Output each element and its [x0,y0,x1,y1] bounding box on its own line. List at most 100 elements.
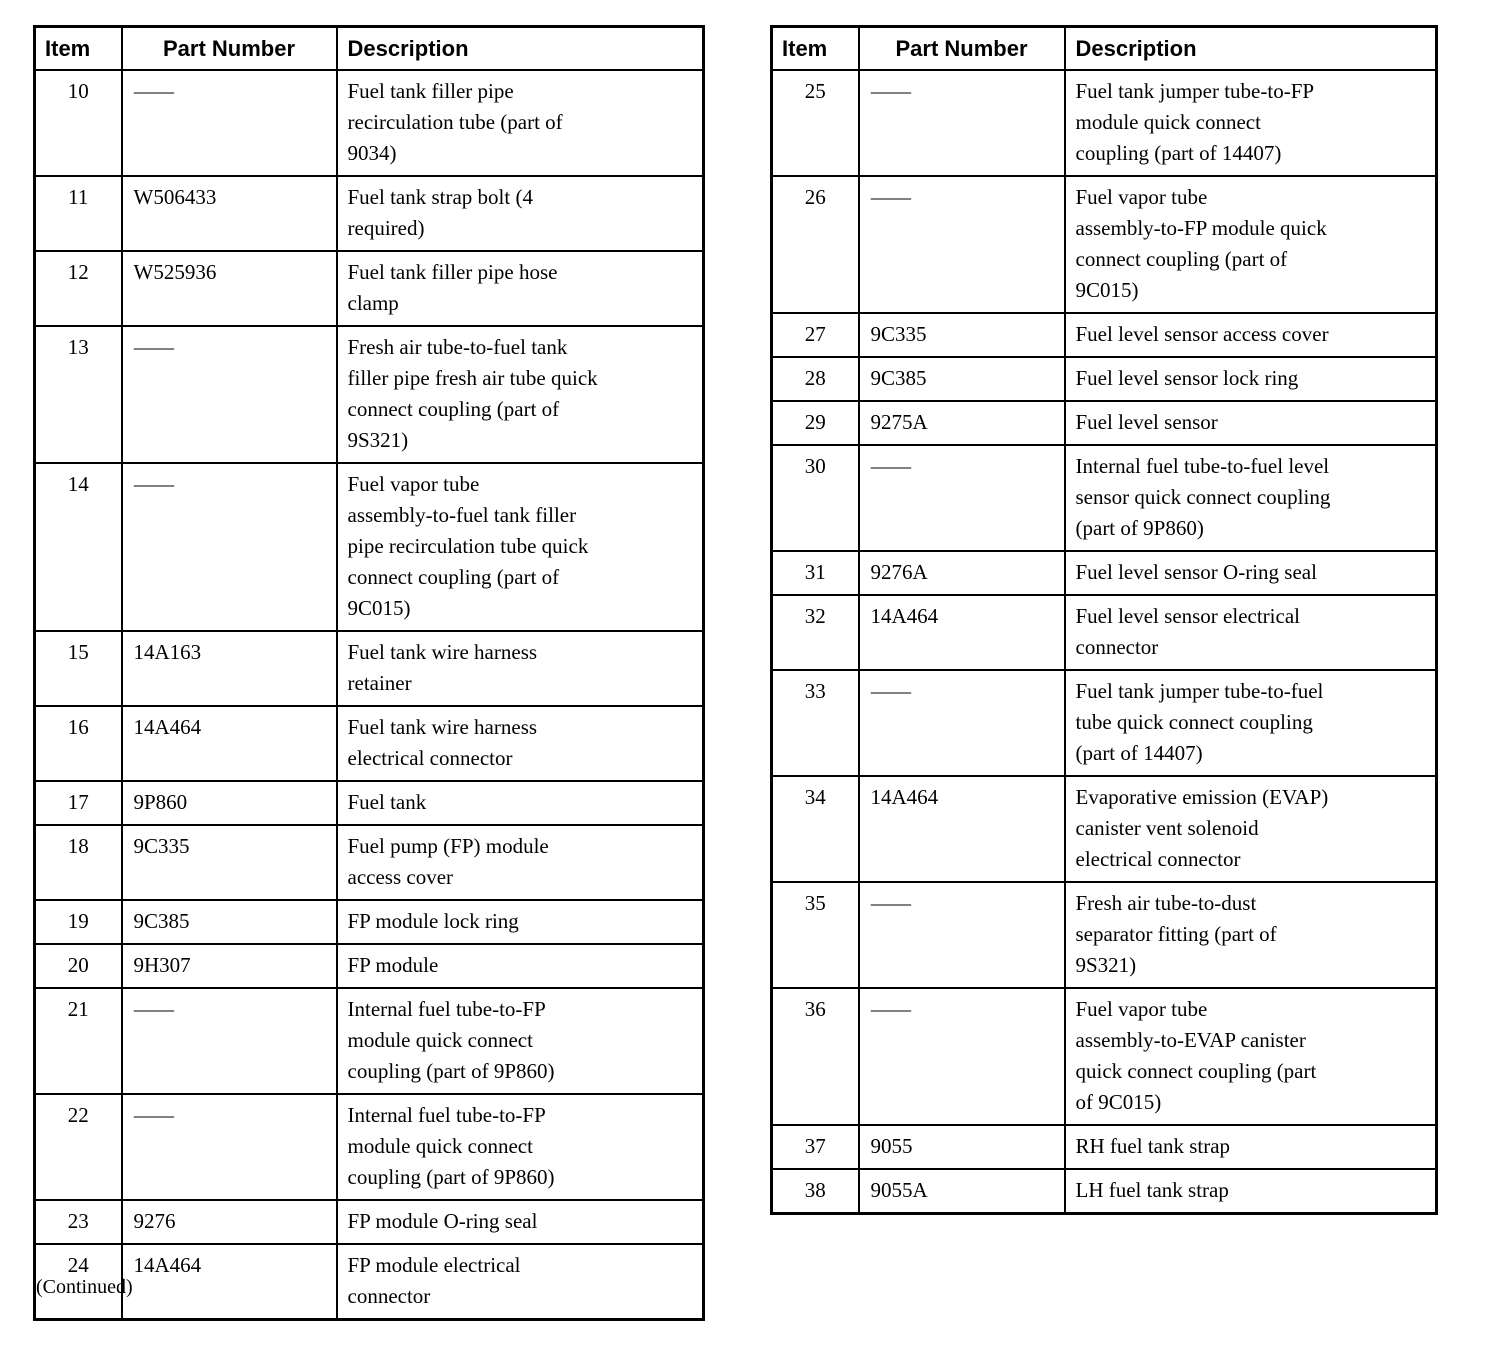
table-row: 12 W525936 Fuel tank filler pipe hose clam… [33,250,705,327]
description-cell: Fuel tank [335,780,705,826]
column-header-item: Item [770,25,860,71]
item-cell: 26 [770,175,860,314]
description-cell: LH fuel tank strap [1063,1168,1438,1215]
description-cell: Fuel tank wire harness retainer [335,630,705,707]
part-number-cell: 9P860 [120,780,338,826]
item-cell: 37 [770,1124,860,1170]
description-cell: Fuel level sensor O-ring seal [1063,550,1438,596]
description-cell: Internal fuel tube-to-fuel level sensor … [1063,444,1438,552]
description-cell: Fuel level sensor electrical connector [1063,594,1438,671]
column-header-item: Item [33,25,123,71]
part-number-cell: — [120,325,338,464]
description-cell: Evaporative emission (EVAP) canister ven… [1063,775,1438,883]
description-cell: Internal fuel tube-to-FP module quick co… [335,987,705,1095]
table-row: 25— Fuel tank jumper tube-to-FP module qu… [770,69,1438,177]
part-number-cell: 9275A [857,400,1066,446]
item-cell: 30 [770,444,860,552]
description-cell: Fuel tank filler pipe hose clamp [335,250,705,327]
description-cell: FP module lock ring [335,899,705,945]
table-row: 22— Internal fuel tube-to-FP module quick… [33,1093,705,1201]
table-row: 20 9H307 FP module [33,943,705,989]
item-cell: 32 [770,594,860,671]
table-row: 16 14A464 Fuel tank wire harness electrica… [33,705,705,782]
table-row: 23 9276 FP module O-ring seal [33,1199,705,1245]
column-header-description: Description [1063,25,1438,71]
item-cell: 24 [33,1243,123,1321]
item-cell: 25 [770,69,860,177]
part-number-cell: 9C335 [120,824,338,901]
description-cell: Fuel tank jumper tube-to-fuel tube quick… [1063,669,1438,777]
part-number-cell: 9H307 [120,943,338,989]
table-row: 35— Fresh air tube-to-dust separator fitt… [770,881,1438,989]
description-cell: Fuel pump (FP) module access cover [335,824,705,901]
table-row: 24 14A464 FP module electrical connector [33,1243,705,1321]
table-row: 33— Fuel tank jumper tube-to-fuel tube qu… [770,669,1438,777]
column-header-description: Description [335,25,705,71]
table-row: 32 14A464 Fuel level sensor electrical con… [770,594,1438,671]
table-row: 36— Fuel vapor tube assembly-to-EVAP cani… [770,987,1438,1126]
part-number-cell: 9055A [857,1168,1066,1215]
item-cell: 20 [33,943,123,989]
table-row: 29 9275A Fuel level sensor [770,400,1438,446]
item-cell: 27 [770,312,860,358]
item-cell: 36 [770,987,860,1126]
part-number-cell: W525936 [120,250,338,327]
part-number-cell: — [857,881,1066,989]
table-row: 11 W506433 Fuel tank strap bolt (4 require… [33,175,705,252]
description-cell: FP module O-ring seal [335,1199,705,1245]
part-number-cell: — [857,175,1066,314]
item-cell: 31 [770,550,860,596]
header-row: Item Part Number Description [33,25,705,71]
description-cell: Fuel level sensor lock ring [1063,356,1438,402]
description-cell: FP module [335,943,705,989]
item-cell: 38 [770,1168,860,1215]
item-cell: 14 [33,462,123,632]
item-cell: 23 [33,1199,123,1245]
table-row: 34 14A464 Evaporative emission (EVAP) cani… [770,775,1438,883]
description-cell: Fuel tank filler pipe recirculation tube… [335,69,705,177]
part-number-cell: 14A464 [120,1243,338,1321]
table-row: 28 9C385 Fuel level sensor lock ring [770,356,1438,402]
item-cell: 13 [33,325,123,464]
part-number-cell: 14A464 [120,705,338,782]
item-cell: 28 [770,356,860,402]
description-cell: Fuel tank jumper tube-to-FP module quick… [1063,69,1438,177]
description-cell: Fuel tank wire harness electrical connec… [335,705,705,782]
item-cell: 29 [770,400,860,446]
table-row: 30— Internal fuel tube-to-fuel level sens… [770,444,1438,552]
part-number-cell: 9055 [857,1124,1066,1170]
table-row: 31 9276A Fuel level sensor O-ring seal [770,550,1438,596]
item-cell: 35 [770,881,860,989]
table-row: 18 9C335 Fuel pump (FP) module access cove… [33,824,705,901]
table-row: 38 9055A LH fuel tank strap [770,1168,1438,1215]
table-body-left: 10— Fuel tank filler pipe recirculation t… [33,69,705,1321]
part-number-cell: — [857,669,1066,777]
part-number-cell: — [120,462,338,632]
column-header-part-number: Part Number [120,25,338,71]
column-header-part-number: Part Number [857,25,1066,71]
description-cell: Fresh air tube-to-dust separator fitting… [1063,881,1438,989]
table-row: 10— Fuel tank filler pipe recirculation t… [33,69,705,177]
description-cell: Fresh air tube-to-fuel tank filler pipe … [335,325,705,464]
part-number-cell: 9C385 [857,356,1066,402]
table-row: 27 9C335 Fuel level sensor access cover [770,312,1438,358]
continued-note: (Continued) [36,1276,133,1298]
part-number-cell: 9C335 [857,312,1066,358]
item-cell: 11 [33,175,123,252]
table-body-right: 25— Fuel tank jumper tube-to-FP module qu… [770,69,1438,1215]
part-number-cell: W506433 [120,175,338,252]
item-cell: 16 [33,705,123,782]
part-number-cell: — [857,444,1066,552]
table-row: 13— Fresh air tube-to-fuel tank filler pi… [33,325,705,464]
part-number-cell: — [120,987,338,1095]
description-cell: FP module electrical connector [335,1243,705,1321]
item-cell: 19 [33,899,123,945]
table-row: 15 14A163 Fuel tank wire harness retainer [33,630,705,707]
parts-table-left: Item Part Number Description 10— Fuel tan… [33,25,705,1321]
part-number-cell: — [857,987,1066,1126]
header-row: Item Part Number Description [770,25,1438,71]
part-number-cell: — [120,1093,338,1201]
part-number-cell: 9C385 [120,899,338,945]
part-number-cell: 9276 [120,1199,338,1245]
part-number-cell: — [857,69,1066,177]
